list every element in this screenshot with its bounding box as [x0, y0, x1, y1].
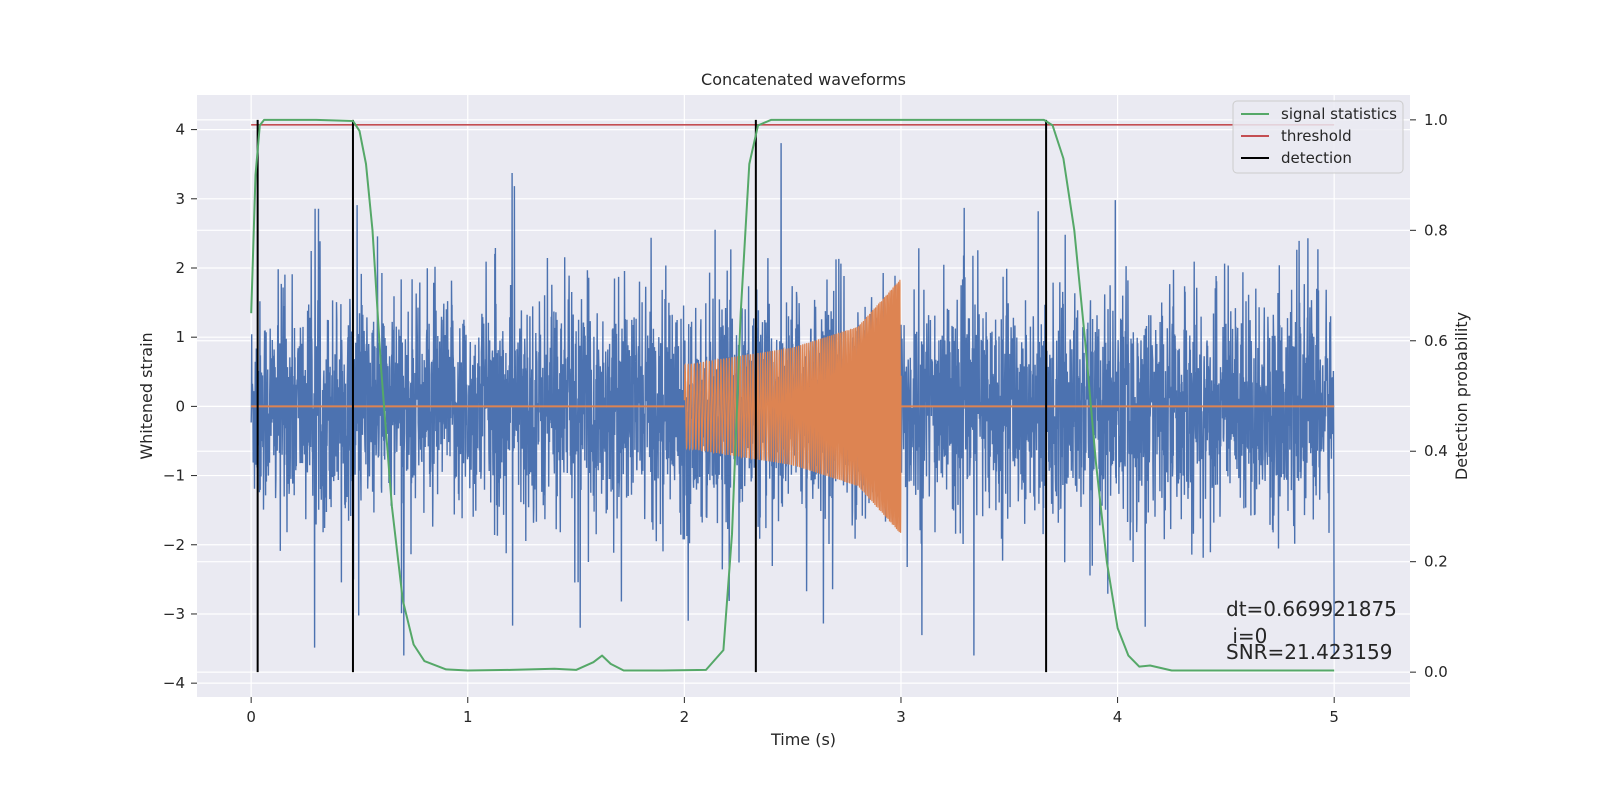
annotation-i: i=0 — [1226, 624, 1267, 648]
chirp-line — [683, 279, 902, 533]
y-tick-label: 2 — [175, 259, 185, 277]
annotation-snr: SNR=21.423159 — [1226, 640, 1392, 664]
y-tick-label: 3 — [175, 190, 185, 208]
y2-tick-label: 0.8 — [1424, 221, 1448, 239]
y-tick-label: 1 — [175, 328, 185, 346]
y-axis-title: Whitened strain — [137, 332, 156, 459]
y-tick-label: −1 — [163, 467, 185, 485]
annotation-dt: dt=0.669921875 — [1226, 597, 1397, 621]
statistic-line — [250, 118, 1335, 672]
x-tick-label: 0 — [246, 708, 256, 726]
legend-label-detection: detection — [1281, 149, 1352, 167]
y-tick-label: −4 — [163, 674, 185, 692]
chirp-series — [251, 279, 1335, 533]
chart-title: Concatenated waveforms — [701, 70, 906, 89]
x-axis-title: Time (s) — [770, 730, 836, 749]
x-tick-label: 2 — [680, 708, 690, 726]
y-tick-label: 0 — [175, 397, 185, 415]
y-tick-label: −2 — [163, 536, 185, 554]
strain-series — [250, 143, 1335, 656]
legend-label-threshold: threshold — [1281, 127, 1352, 145]
y2-axis-title: Detection probability — [1452, 312, 1471, 480]
statistic-series — [250, 118, 1335, 673]
y2-tick-label: 1.0 — [1424, 111, 1448, 129]
y2-tick-label: 0.4 — [1424, 442, 1448, 460]
x-tick-label: 5 — [1329, 708, 1339, 726]
x-tick-label: 4 — [1113, 708, 1123, 726]
y-tick-label: 4 — [175, 121, 185, 139]
legend: signal statistics threshold detection — [1232, 100, 1404, 174]
legend-label-signal-statistics: signal statistics — [1281, 105, 1397, 123]
y-tick-label: −3 — [163, 605, 185, 623]
axes: 0 1 2 3 4 5 −4 −3 −2 −1 0 1 2 3 4 0.0 0.2 0.4 0.6 0.8 1.0 — [163, 111, 1448, 726]
y2-tick-label: 0.6 — [1424, 332, 1448, 350]
y2-tick-label: 0.0 — [1424, 663, 1448, 681]
y2-tick-label: 0.2 — [1424, 553, 1448, 571]
legend-box — [1232, 100, 1404, 174]
strain-line — [250, 143, 1335, 656]
x-tick-label: 1 — [463, 708, 473, 726]
x-tick-label: 3 — [896, 708, 906, 726]
